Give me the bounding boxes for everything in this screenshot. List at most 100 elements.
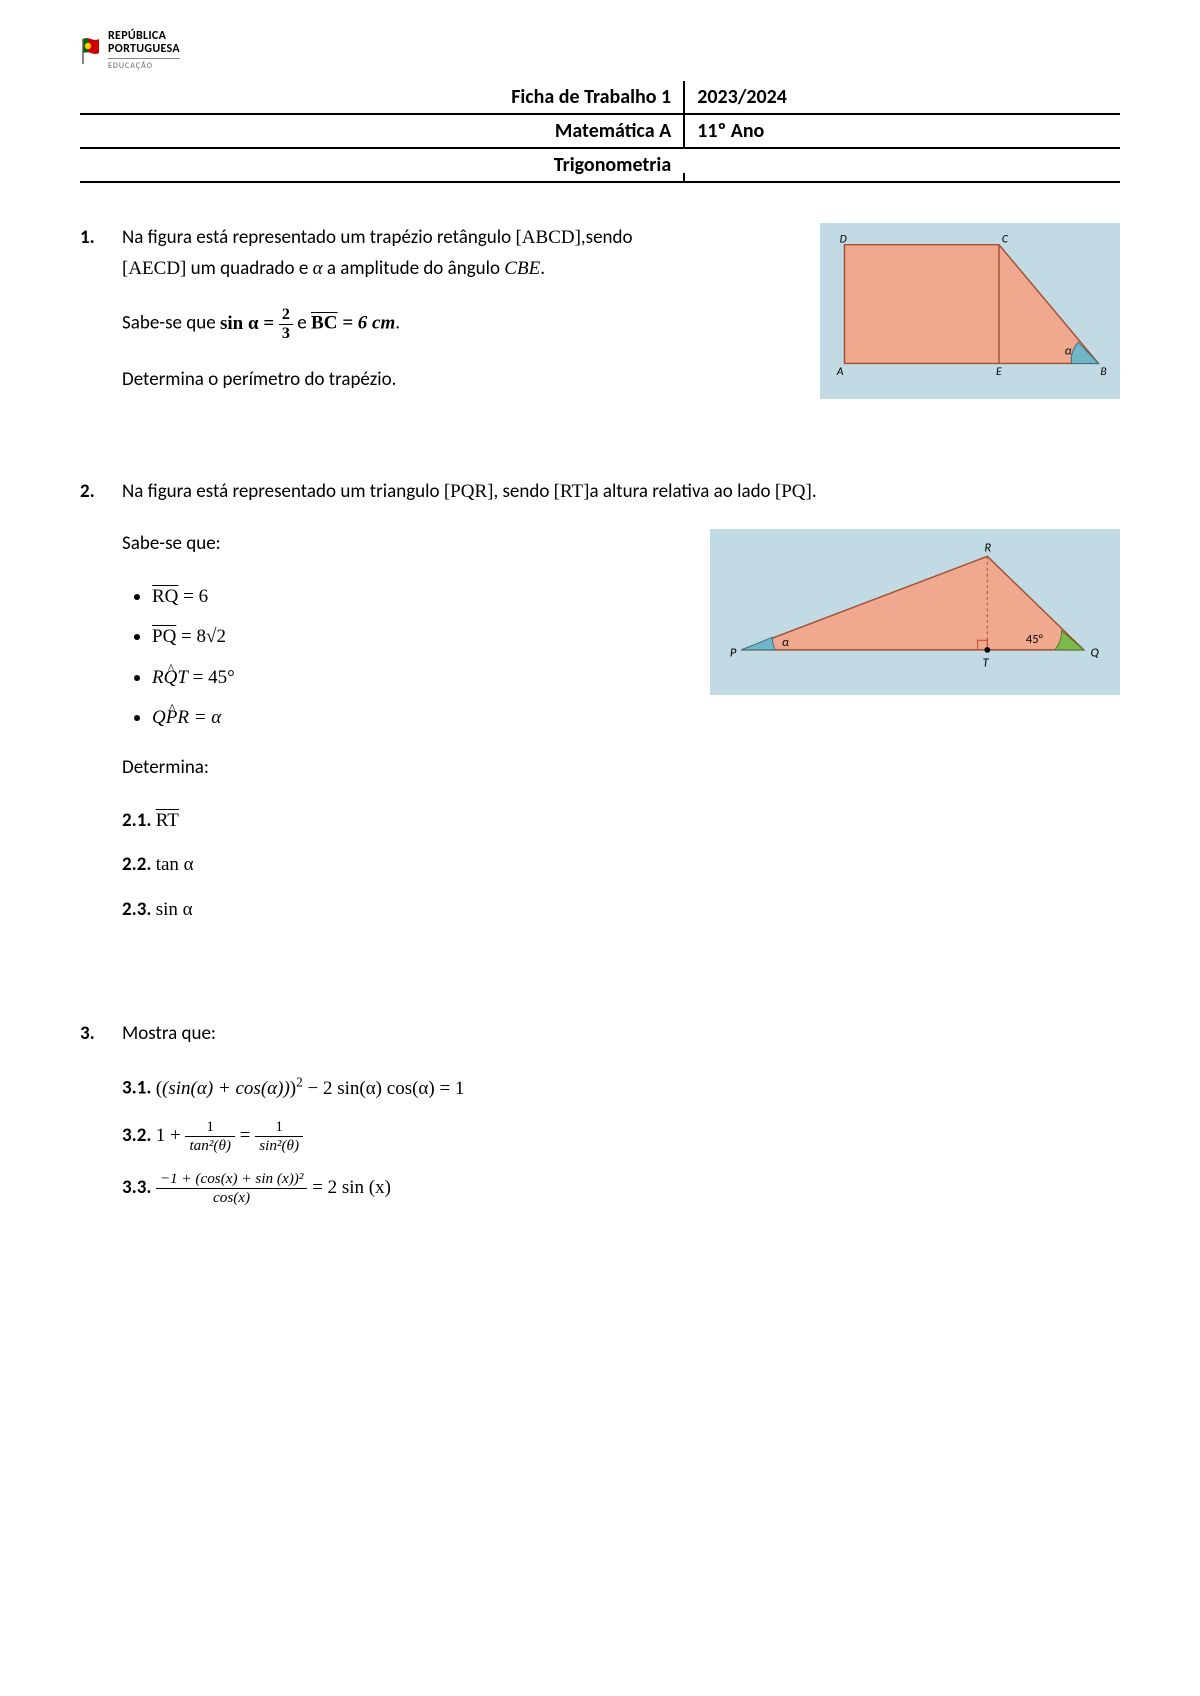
q3-sub3: 3.3. −1 + (cos(x) + sin (x))²cos(x) = 2 … [122,1170,1120,1207]
q3-sub2: 3.2. 1 + 1tan²(θ) = 1sin²(θ) [122,1118,1120,1155]
q2-known-header: Sabe-se que: [122,529,680,559]
q1-lbl-E: E [996,365,1002,378]
logo-line2: PORTUGUESA [108,43,180,56]
question-1: 1. Na figura está representado um trapéz… [80,223,1120,417]
q2-b1-val: = 6 [178,586,208,607]
q1-and: e [293,312,311,335]
q1-lbl-D: D [840,233,847,247]
q1-number: 1. [80,223,104,417]
q3-s1-b: − 2 sin(α) cos(α) = 1 [303,1078,465,1099]
q2-figure: P Q R T α 45° [710,529,1120,694]
q2-lbl-alpha: α [782,636,789,651]
q1-fden: 3 [279,325,293,343]
question-3: 3. Mostra que: 3.1. ((sin(α) + cos(α)))2… [80,1019,1120,1221]
q2-number: 2. [80,477,104,939]
q2-b3-val: = 45° [188,667,235,688]
q3-s2-label: 3.2. [122,1124,151,1147]
q3-s2-f1d: tan²(θ) [185,1137,235,1155]
q1-angle: CBE [504,258,540,279]
q3-s2-f1n: 1 [185,1118,235,1137]
q2-b2: PQ = 8√2 [152,622,680,652]
q2-s3-label: 2.3. [122,898,151,921]
q1-lbl-B: B [1100,365,1106,378]
q2-lbl-T: T [983,656,990,671]
q1-lbl-alpha: α [1065,344,1072,359]
q3-s2-mid: = [235,1125,255,1146]
q2-sub2: 2.2. tan α [122,850,1120,880]
q1-known-a: Sabe-se que [122,312,220,335]
q1-svg: D C A E B α [830,233,1110,378]
header-row-3: Trigonometria [80,149,1120,181]
q1-body: Na figura está representado um trapézio … [122,223,1120,417]
logo-block: REPÚBLICA PORTUGUESA EDUCAÇÃO [80,30,1120,71]
q1-sin: sin α = [220,313,279,334]
q2-body: Na figura está representado um triangulo… [122,477,1120,939]
q1-period: . [395,312,400,335]
q2-lbl-R: R [984,541,991,556]
q2-statement: Na figura está representado um triangulo… [122,477,1120,507]
header-right-2: 11º Ano [683,115,1120,149]
q3-s2-lhs: 1 + [156,1125,186,1146]
question-2: 2. Na figura está representado um triang… [80,477,1120,939]
content: 1. Na figura está representado um trapéz… [80,223,1120,1221]
q2-lbl-Q: Q [1091,646,1100,661]
q1-known: Sabe-se que sin α = 23 e BC = 6 cm. [122,306,790,343]
q2-sub3: 2.3. sin α [122,895,1120,925]
q1-task: Determina o perímetro do trapézio. [122,365,790,395]
q1-t-d: a amplitude do ângulo [323,257,505,280]
logo-sub: EDUCAÇÃO [108,58,180,71]
q1-poly2: [AECD] [122,258,186,279]
q3-s3-num: −1 + (cos(x) + sin (x))² [156,1170,308,1189]
q2-b4: QPR = α [152,703,680,733]
q1-t-e: . [540,257,545,280]
header-right-3 [683,173,1120,181]
q2-b4-val: = α [189,707,221,728]
q2-s1-label: 2.1. [122,809,151,832]
q1-statement: Na figura está representado um trapézio … [122,223,790,284]
q1-t-a: Na figura está representado um trapézio … [122,226,515,249]
q2-side: [PQ] [775,481,812,502]
q2-b3: RQT = 45° [152,663,680,693]
q1-t-c: um quadrado e [186,257,312,280]
q1-lbl-C: C [1002,233,1009,247]
q2-b4-b: P [166,707,178,728]
q2-sub1: 2.1. RT [122,806,1120,836]
q3-s2-f2d: sin²(θ) [255,1137,303,1155]
header-row-2: Matemática A 11º Ano [80,115,1120,149]
q1-t-b: ,sendo [581,226,633,249]
q1-seg: BC [311,313,337,334]
q3-body: Mostra que: 3.1. ((sin(α) + cos(α)))2 − … [122,1019,1120,1221]
header-table: Ficha de Trabalho 1 2023/2024 Matemática… [80,81,1120,183]
header-row-1: Ficha de Trabalho 1 2023/2024 [80,81,1120,115]
flag-icon [80,37,102,65]
q2-b3-a: R [152,667,164,688]
q2-s2-label: 2.2. [122,853,151,876]
q3-sub1: 3.1. ((sin(α) + cos(α)))2 − 2 sin(α) cos… [122,1071,1120,1104]
q2-b1-seg: RQ [152,586,178,607]
q2-b3-c: T [177,667,188,688]
q3-s2-f2n: 1 [255,1118,303,1137]
q3-number: 3. [80,1019,104,1221]
q2-t-b: , sendo [493,480,553,503]
q2-determina: Determina: [122,753,1120,783]
q2-tri: [PQR] [444,481,494,502]
q1-alpha: α [313,258,323,279]
q2-s1-seg: RT [156,810,179,831]
q3-s3-rhs: = 2 sin (x) [307,1177,391,1198]
q2-bullets: RQ = 6 PQ = 8√2 RQT = 45° QPR = α [152,582,680,734]
q3-s1-a: (sin(α) + cos(α)) [162,1078,290,1099]
q2-lbl-45: 45° [1026,633,1044,648]
q3-s1-label: 3.1. [122,1077,151,1100]
logo-text-wrap: REPÚBLICA PORTUGUESA EDUCAÇÃO [108,30,180,71]
q2-b1: RQ = 6 [152,582,680,612]
header-left-2: Matemática A [80,115,683,149]
q1-segval: = 6 cm [337,313,395,334]
q1-lbl-A: A [836,365,844,378]
q2-b4-a: Q [152,707,166,728]
q2-b2-seg: PQ [152,626,176,647]
header-right-1: 2023/2024 [683,81,1120,115]
worksheet-page: REPÚBLICA PORTUGUESA EDUCAÇÃO Ficha de T… [0,0,1200,1696]
q2-t-c: a altura relativa ao lado [589,480,774,503]
q3-s3-den: cos(x) [156,1189,308,1207]
header-left-3: Trigonometria [80,149,683,181]
